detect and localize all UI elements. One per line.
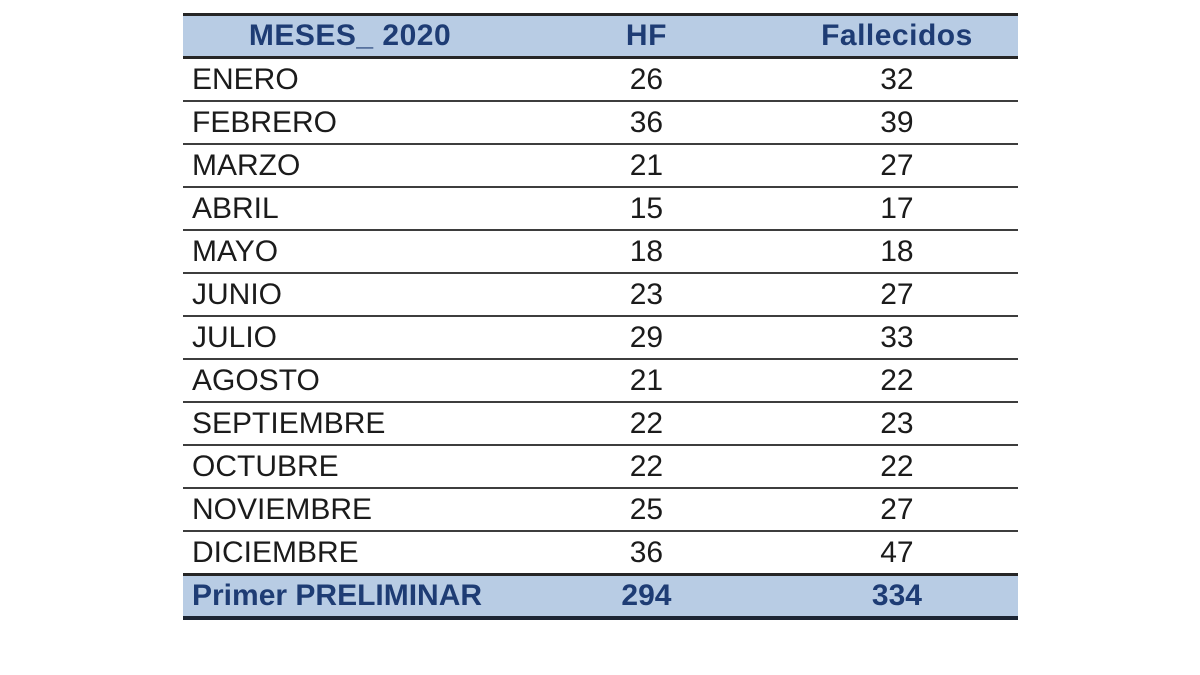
month-cell: ENERO xyxy=(183,57,517,102)
month-cell: ABRIL xyxy=(183,187,517,231)
hf-cell: 18 xyxy=(517,230,776,274)
hf-cell: 22 xyxy=(517,402,776,446)
table-body: ENERO 26 32 FEBRERO 36 39 MARZO 21 27 AB… xyxy=(183,57,1018,576)
column-header-fallecidos: Fallecidos xyxy=(775,13,1018,59)
month-cell: DICIEMBRE xyxy=(183,531,517,576)
hf-cell: 21 xyxy=(517,144,776,188)
month-cell: MARZO xyxy=(183,144,517,188)
fallecidos-cell: 39 xyxy=(775,101,1018,145)
hf-cell: 22 xyxy=(517,445,776,489)
table-row: JUNIO 23 27 xyxy=(183,273,1018,317)
column-header-hf: HF xyxy=(517,13,776,59)
table-row: NOVIEMBRE 25 27 xyxy=(183,488,1018,532)
month-cell: FEBRERO xyxy=(183,101,517,145)
table-row: SEPTIEMBRE 22 23 xyxy=(183,402,1018,446)
hf-cell: 23 xyxy=(517,273,776,317)
table-row: OCTUBRE 22 22 xyxy=(183,445,1018,489)
total-fallecidos-value: 334 xyxy=(775,573,1018,620)
fallecidos-cell: 22 xyxy=(775,359,1018,403)
fallecidos-cell: 23 xyxy=(775,402,1018,446)
hf-fallecidos-table: MESES_ 2020 HF Fallecidos ENERO 26 32 FE… xyxy=(183,13,1018,620)
table-row: MAYO 18 18 xyxy=(183,230,1018,274)
month-cell: MAYO xyxy=(183,230,517,274)
table-row: ABRIL 15 17 xyxy=(183,187,1018,231)
total-row: Primer PRELIMINAR 294 334 xyxy=(183,573,1018,620)
month-cell: NOVIEMBRE xyxy=(183,488,517,532)
hf-cell: 26 xyxy=(517,57,776,102)
table-row: MARZO 21 27 xyxy=(183,144,1018,188)
header-row: MESES_ 2020 HF Fallecidos xyxy=(183,13,1018,59)
column-header-meses: MESES_ 2020 xyxy=(183,13,517,59)
fallecidos-cell: 27 xyxy=(775,273,1018,317)
table-row: FEBRERO 36 39 xyxy=(183,101,1018,145)
fallecidos-cell: 27 xyxy=(775,144,1018,188)
total-row-label: Primer PRELIMINAR xyxy=(183,573,517,620)
fallecidos-cell: 33 xyxy=(775,316,1018,360)
fallecidos-cell: 22 xyxy=(775,445,1018,489)
hf-cell: 36 xyxy=(517,531,776,576)
total-hf-value: 294 xyxy=(517,573,776,620)
fallecidos-cell: 32 xyxy=(775,57,1018,102)
fallecidos-cell: 17 xyxy=(775,187,1018,231)
month-cell: JUNIO xyxy=(183,273,517,317)
fallecidos-cell: 18 xyxy=(775,230,1018,274)
fallecidos-cell: 27 xyxy=(775,488,1018,532)
month-cell: SEPTIEMBRE xyxy=(183,402,517,446)
table-row: DICIEMBRE 36 47 xyxy=(183,531,1018,576)
table-row: JULIO 29 33 xyxy=(183,316,1018,360)
hf-cell: 15 xyxy=(517,187,776,231)
hf-cell: 21 xyxy=(517,359,776,403)
fallecidos-cell: 47 xyxy=(775,531,1018,576)
hf-cell: 25 xyxy=(517,488,776,532)
month-cell: JULIO xyxy=(183,316,517,360)
hf-cell: 29 xyxy=(517,316,776,360)
hf-cell: 36 xyxy=(517,101,776,145)
table-row: AGOSTO 21 22 xyxy=(183,359,1018,403)
month-cell: OCTUBRE xyxy=(183,445,517,489)
month-cell: AGOSTO xyxy=(183,359,517,403)
table-row: ENERO 26 32 xyxy=(183,57,1018,102)
